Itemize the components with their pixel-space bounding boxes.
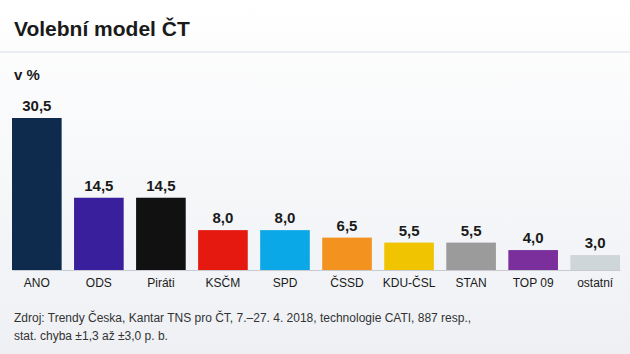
x-tick-label: STAN [456,276,487,290]
bars [12,118,620,270]
x-tick-label: ODS [86,276,112,290]
x-tick-label: KSČM [206,275,241,290]
x-tick-label: Piráti [147,276,174,290]
x-tick: ANO [24,270,50,290]
data-label: 5,5 [461,222,482,239]
x-tick-label: TOP 09 [513,276,554,290]
bar [384,243,434,270]
bar [446,243,496,270]
header-rule [0,52,630,53]
title: Volební model ČT [14,17,190,40]
x-tick-label: ostatní [577,276,614,290]
bar [136,198,186,270]
notes: Zdroj: Trendy Česka, Kantar TNS pro ČT, … [14,310,471,343]
bar [198,230,248,270]
bar [322,238,372,270]
x-axis: ANO ODS Piráti KSČM SPD ČSSD KDU-ČSL STAN TOP 09… [13,270,621,290]
bar [570,255,620,270]
x-tick: Piráti [147,270,174,290]
chart: Volební model ČT v % ANO ODS Piráti KSČM SPD ČS… [0,0,630,354]
data-label: 30,5 [22,97,51,114]
x-tick: ČSSD [330,270,364,290]
bar [508,250,558,270]
x-tick: STAN [456,270,487,290]
data-labels: 30,5 14,5 14,5 8,0 8,0 6,5 5,5 5,5 4,0 3,0 [22,97,605,251]
source-note: stat. chyba ±1,3 až ±3,0 p. b. [14,329,168,343]
x-axis-line [13,270,621,271]
x-tick-label: KDU-ČSL [383,275,436,290]
data-label: 3,0 [585,234,606,251]
bar [12,118,62,270]
x-tick: ostatní [577,270,614,290]
bar [260,230,310,270]
x-tick: SPD [273,270,298,290]
x-tick-label: ČSSD [330,275,364,290]
x-tick-label: ANO [24,276,50,290]
data-label: 8,0 [275,209,296,226]
data-label: 4,0 [523,229,544,246]
background [0,0,630,354]
x-tick: ODS [86,270,112,290]
x-tick: KSČM [206,270,241,290]
subtitle: v % [14,66,40,83]
data-label: 5,5 [399,222,420,239]
bar [74,198,124,270]
x-tick-label: SPD [273,276,298,290]
x-tick: KDU-ČSL [383,270,436,290]
data-label: 6,5 [337,217,358,234]
x-tick: TOP 09 [513,270,554,290]
data-label: 14,5 [146,177,175,194]
data-label: 8,0 [213,209,234,226]
source-note: Zdroj: Trendy Česka, Kantar TNS pro ČT, … [14,310,471,325]
data-label: 14,5 [84,177,113,194]
